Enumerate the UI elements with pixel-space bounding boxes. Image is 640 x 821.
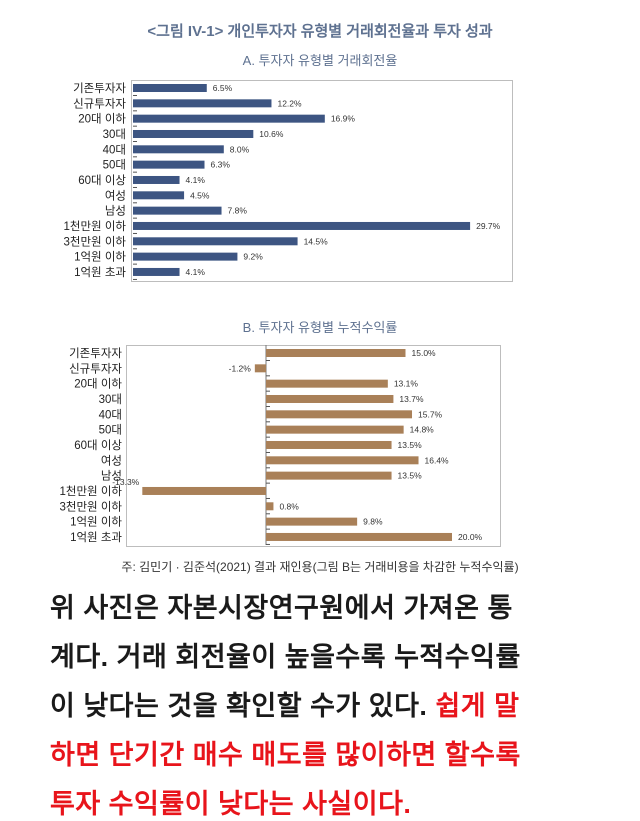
- figure-title: <그림 IV-1> 개인투자자 유형별 거래회전율과 투자 성과: [147, 23, 493, 40]
- category-label: 60대 이상: [74, 439, 122, 452]
- category-label: 여성: [101, 454, 122, 467]
- bar: [133, 206, 222, 215]
- body-line-4-highlight: 하면 단기간 매수 매도를 많이하면 할수록: [50, 740, 521, 770]
- data-label: 15.0%: [412, 348, 437, 358]
- data-label: 4.1%: [186, 267, 206, 277]
- data-label: -1.2%: [229, 363, 252, 373]
- category-label: 20대 이하: [78, 112, 126, 126]
- data-label: 9.2%: [243, 252, 263, 262]
- data-label: 15.7%: [418, 409, 443, 419]
- category-label: 여성: [105, 189, 126, 202]
- category-label: 40대: [99, 408, 122, 421]
- chart-b-title: B. 투자자 유형별 누적수익률: [242, 320, 398, 335]
- bar: [266, 379, 388, 388]
- body-line-1: 위 사진은 자본시장연구원에서 가져온 통: [50, 593, 513, 623]
- bar: [266, 394, 394, 403]
- bar: [133, 191, 185, 200]
- category-label: 신규투자자: [69, 362, 122, 375]
- bar: [266, 532, 452, 541]
- data-label: 6.5%: [213, 83, 233, 93]
- data-label: 0.8%: [279, 501, 299, 511]
- category-label: 1억원 초과: [70, 530, 122, 544]
- bar: [133, 84, 207, 92]
- data-label: 13.1%: [394, 379, 419, 389]
- bar: [254, 364, 266, 373]
- bar: [266, 502, 274, 511]
- body-line-5-highlight: 투자 수익률이 낮다는 사실이다.: [50, 789, 412, 819]
- category-label: 40대: [103, 143, 126, 156]
- bar: [142, 486, 266, 495]
- data-label: 4.1%: [186, 175, 206, 185]
- data-label: 13.7%: [399, 394, 424, 404]
- category-label: 20대 이하: [74, 377, 122, 391]
- bar: [133, 221, 471, 230]
- category-label: 3천만원 이하: [60, 499, 123, 513]
- bar: [266, 349, 406, 357]
- bar: [133, 99, 272, 108]
- bar: [133, 114, 325, 123]
- category-label: 30대: [99, 393, 122, 406]
- chart-a: 기존투자자 6.5% 신규투자자 12.2% 20대 이하 16.9% 30대 10.6% 40…: [64, 82, 501, 280]
- bar: [266, 471, 392, 480]
- body-line-2: 계다. 거래 회전율이 높을수록 누적수익률: [50, 642, 521, 672]
- data-label: 10.6%: [259, 129, 284, 139]
- bar: [266, 410, 413, 419]
- bar: [133, 160, 205, 169]
- body-line-3: 이 낮다는 것을 확인할 수가 있다. 쉽게 말: [50, 684, 519, 723]
- bar: [266, 517, 358, 526]
- category-label: 남성: [101, 470, 122, 483]
- bar: [266, 456, 419, 465]
- category-label: 기존투자자: [73, 82, 126, 95]
- bar: [133, 267, 180, 276]
- category-label: 1억원 이하: [70, 515, 122, 529]
- data-label: 6.3%: [211, 160, 231, 170]
- data-label: 7.8%: [228, 206, 248, 216]
- data-label: 14.8%: [410, 425, 435, 435]
- category-label: 1억원 초과: [74, 265, 126, 279]
- data-label: 4.5%: [190, 190, 210, 200]
- category-label: 3천만원 이하: [64, 234, 127, 248]
- data-label: 16.4%: [425, 455, 450, 465]
- category-label: 60대 이상: [78, 174, 126, 187]
- category-label: 신규투자자: [73, 97, 126, 110]
- footnote: 주: 김민기 · 김준석(2021) 결과 재인용(그림 B는 거래비용을 차감…: [121, 560, 519, 574]
- bar: [133, 237, 298, 246]
- chart-b: 기존투자자 15.0% 신규투자자 -1.2% 20대 이하 13.1% 30대 13.7% 4…: [60, 345, 483, 545]
- category-label: 50대: [99, 424, 122, 437]
- data-label: 16.9%: [331, 114, 356, 124]
- highlight-text: 쉽게 말: [435, 691, 520, 721]
- data-label: 29.7%: [476, 221, 501, 231]
- category-label: 1억원 이하: [74, 250, 126, 264]
- chart-a-title: A. 투자자 유형별 거래회전율: [242, 53, 398, 68]
- bar: [133, 129, 254, 138]
- data-label: 14.5%: [304, 236, 329, 246]
- category-label: 1천만원 이하: [60, 484, 123, 498]
- data-label: 9.8%: [363, 517, 383, 527]
- category-label: 50대: [103, 159, 126, 172]
- bar: [133, 175, 180, 184]
- data-label: 12.2%: [277, 98, 302, 108]
- bar: [266, 440, 392, 449]
- category-label: 기존투자자: [69, 347, 122, 360]
- chart-a-frame: [131, 80, 513, 282]
- data-label: 20.0%: [458, 532, 483, 542]
- category-label: 30대: [103, 128, 126, 141]
- data-label: -13.3%: [112, 477, 139, 487]
- chart-b-frame: [126, 345, 501, 547]
- data-label: 13.5%: [398, 471, 423, 481]
- bar: [133, 252, 238, 261]
- category-label: 남성: [105, 205, 126, 218]
- category-label: 1천만원 이하: [64, 219, 127, 233]
- bar: [133, 145, 224, 154]
- data-label: 8.0%: [230, 144, 250, 154]
- body-line-3-text: 이 낮다는 것을 확인할 수가 있다.: [50, 691, 436, 721]
- bar: [266, 425, 404, 434]
- data-label: 13.5%: [398, 440, 423, 450]
